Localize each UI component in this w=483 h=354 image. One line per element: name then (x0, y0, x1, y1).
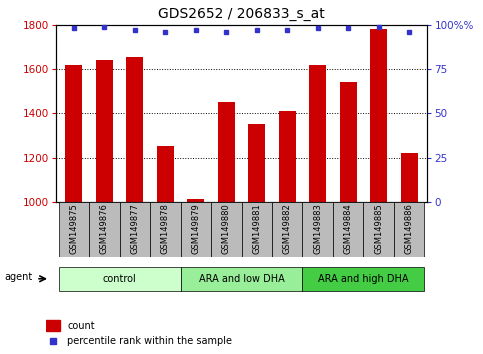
Text: GSM149876: GSM149876 (100, 204, 109, 254)
Text: GSM149881: GSM149881 (252, 204, 261, 254)
Text: GSM149886: GSM149886 (405, 204, 413, 254)
Text: agent: agent (4, 273, 33, 282)
Bar (394, 202, 425, 257)
Bar (66, 65, 82, 202)
Bar (181, 202, 211, 257)
Bar (157, 147, 174, 202)
Bar (211, 202, 242, 257)
Bar (187, 199, 204, 202)
Bar (363, 202, 394, 257)
Text: GSM149875: GSM149875 (70, 204, 78, 254)
Title: GDS2652 / 206833_s_at: GDS2652 / 206833_s_at (158, 7, 325, 21)
Bar (302, 267, 425, 291)
Bar (181, 267, 302, 291)
Text: GSM149879: GSM149879 (191, 204, 200, 254)
Text: ARA and low DHA: ARA and low DHA (199, 274, 284, 284)
Bar (370, 29, 387, 202)
Bar (340, 82, 356, 202)
Text: GSM149877: GSM149877 (130, 204, 139, 254)
Bar (58, 202, 89, 257)
Bar (127, 57, 143, 202)
Bar (150, 202, 181, 257)
Text: GSM149884: GSM149884 (344, 204, 353, 254)
Text: count: count (68, 321, 95, 331)
Bar (333, 202, 363, 257)
Bar (89, 202, 120, 257)
Bar (96, 60, 113, 202)
Text: ARA and high DHA: ARA and high DHA (318, 274, 409, 284)
Text: GSM149882: GSM149882 (283, 204, 292, 254)
Text: GSM149883: GSM149883 (313, 204, 322, 254)
Bar (272, 202, 302, 257)
Bar (218, 102, 235, 202)
Bar (58, 267, 181, 291)
Text: GSM149878: GSM149878 (161, 204, 170, 254)
Bar (248, 124, 265, 202)
Text: control: control (103, 274, 136, 284)
Bar (309, 65, 326, 202)
Text: GSM149880: GSM149880 (222, 204, 231, 254)
Bar (242, 202, 272, 257)
Bar (401, 153, 417, 202)
Bar (46, 320, 59, 331)
Text: GSM149885: GSM149885 (374, 204, 383, 254)
Bar (302, 202, 333, 257)
Text: percentile rank within the sample: percentile rank within the sample (68, 336, 232, 346)
Bar (120, 202, 150, 257)
Bar (279, 111, 296, 202)
